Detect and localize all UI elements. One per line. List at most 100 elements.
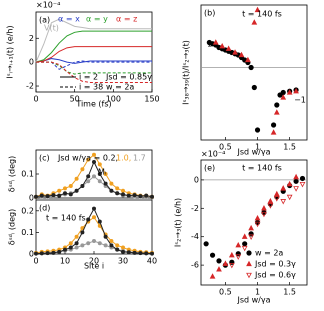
marker [209,273,216,279]
marker [97,241,102,246]
marker [242,241,248,247]
marker [293,186,299,192]
marker [280,199,287,205]
marker [92,174,97,179]
annotation: t = 140 fs [242,10,282,19]
x-tick-label: 1 [255,143,260,152]
marker [121,249,126,254]
series-line [35,216,153,254]
marker [132,193,137,198]
y-tick-label: 0 [29,250,34,259]
x-tick-label: 50 [70,95,80,104]
marker [293,173,299,180]
y-axis-label: δˢᵈᵢ (deg) [8,209,17,245]
marker [121,188,126,193]
marker [261,205,267,211]
series-line [36,61,152,75]
marker [57,188,62,193]
x-tick-label: 10 [60,257,70,266]
annotation: t = 140 fs [242,164,282,173]
marker [51,193,56,198]
marker [251,84,257,91]
series-line [36,61,152,83]
marker [286,180,293,187]
marker [273,109,280,115]
series-line [35,58,152,64]
y-tick-label: -2 [191,204,199,213]
marker [251,19,258,25]
marker [203,241,209,247]
marker [39,251,44,256]
annotation: Jsd = 0.85γ [105,73,152,82]
x-tick-label: 1.5 [283,288,296,297]
panel-label: (c) [39,154,50,163]
marker [144,251,149,256]
marker [57,193,62,198]
annotation: α = z [116,15,137,24]
marker [248,234,254,240]
marker [63,191,68,196]
x-axis-label: Jsd w/γa [236,148,270,157]
marker [115,186,120,191]
marker [232,49,238,55]
marker [254,214,261,221]
annotation: ×10⁻⁴ [36,1,60,10]
x-tick-label: 20 [89,257,99,266]
y-tick-label: -2 [26,82,34,91]
panel-label: (e) [204,164,215,173]
marker [209,252,216,258]
marker [222,260,229,266]
marker [51,250,56,255]
annotation: 1.7 [133,154,146,163]
marker [92,152,97,157]
marker [216,258,222,264]
y-tick-label: 0 [194,175,199,184]
marker [63,186,68,191]
marker [280,94,287,100]
marker [132,250,137,255]
x-tick-label: 0.5 [219,143,232,152]
marker [144,193,149,198]
marker [280,89,286,96]
marker [97,179,102,184]
y-axis-label: δˢᵈᵢ (deg) [8,156,17,192]
x-axis-label: Time (fs) [75,100,111,109]
marker [267,197,274,204]
y-tick-label: 0 [29,58,34,67]
marker [68,241,73,246]
marker [293,178,299,184]
series-line [35,30,152,63]
plot-frame [200,159,308,286]
marker [86,174,91,179]
marker [80,243,85,248]
y-axis-label: Iˢ₃₈→₃₉(t)/Iˢ₂→₃(t) [182,40,191,105]
marker [109,181,114,186]
marker [225,45,232,51]
x-tick-label: 1.5 [283,143,296,152]
marker [74,241,79,246]
marker [45,194,50,199]
series-line [36,60,152,70]
marker [121,245,126,250]
annotation: t = 140 fs [46,214,86,223]
panel-label: (b) [204,9,215,18]
x-tick-label: 100 [106,95,121,104]
marker [238,51,245,58]
marker [228,251,235,258]
marker [248,64,254,71]
marker [280,185,287,191]
marker [126,250,131,255]
legend-label: Jsd = 0.6γ [254,271,296,280]
marker [267,203,274,209]
marker [109,188,114,193]
marker [149,251,154,256]
marker [80,167,85,172]
marker [254,221,261,228]
panel-label: (d) [39,204,50,213]
x-tick-label: 40 [147,257,157,266]
annotation: ×10⁻⁴ [201,150,225,159]
marker [97,171,102,176]
marker [68,183,73,188]
marker [270,122,277,128]
